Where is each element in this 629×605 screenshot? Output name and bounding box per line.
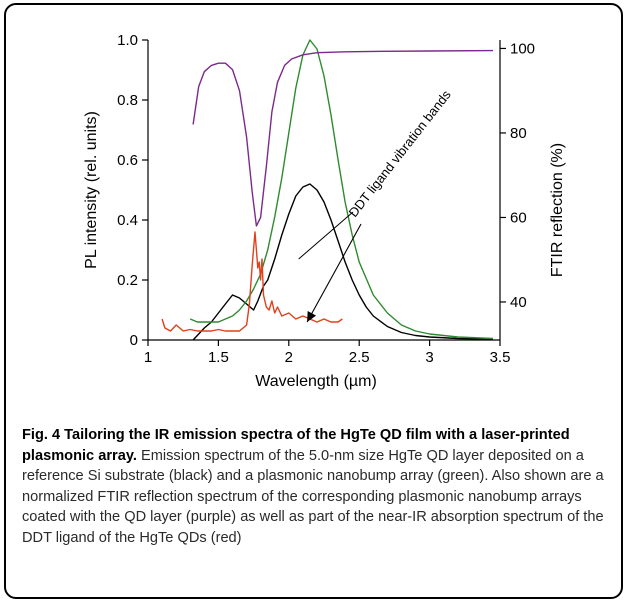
plot-area: 1 1.5 2 2.5 3 3.5 0 0.2 0.4 0.6 0.8 1.0 40 60 80 100 Wav… xyxy=(83,32,566,390)
y-left-tick-label-3: 0.6 xyxy=(117,152,138,169)
y-right-tick-label-0: 40 xyxy=(510,294,527,311)
x-tick-label-0: 1 xyxy=(144,349,152,366)
y-left-tick-label-5: 1.0 xyxy=(117,32,138,49)
x-tick-label-3: 2.5 xyxy=(349,349,370,366)
series-purple-line xyxy=(192,49,494,227)
annotation-arrow-head xyxy=(307,311,317,322)
caption-body: Emission spectrum of the 5.0-nm size HgT… xyxy=(22,447,604,546)
series-green-line xyxy=(189,39,494,340)
y-left-tick-label-1: 0.2 xyxy=(117,272,138,289)
annotation-label: DDT ligand vibration bands xyxy=(346,87,455,220)
annotation-leader-line xyxy=(298,211,354,260)
annotation-arrow-shaft xyxy=(306,223,362,323)
y-right-tick-label-3: 100 xyxy=(510,40,535,57)
y-left-axis-title: PL intensity (rel. units) xyxy=(83,111,100,269)
y-right-tick-label-2: 80 xyxy=(510,125,527,142)
y-left-tick-label-2: 0.4 xyxy=(117,212,138,229)
y-left-tick-label-0: 0 xyxy=(130,332,138,349)
series-black-line xyxy=(192,183,494,341)
y-right-axis-title: FTIR reflection (%) xyxy=(549,143,566,277)
series-red-line xyxy=(161,231,343,332)
x-tick-label-1: 1.5 xyxy=(208,349,229,366)
x-axis-title: Wavelength (µm) xyxy=(255,373,377,390)
x-tick-label-5: 3.5 xyxy=(490,349,511,366)
x-tick-label-2: 2 xyxy=(285,349,293,366)
x-tick-label-4: 3 xyxy=(425,349,433,366)
chart-svg: 1 1.5 2 2.5 3 3.5 0 0.2 0.4 0.6 0.8 1.0 40 60 80 100 Wav… xyxy=(83,32,566,390)
figure-frame xyxy=(4,3,623,599)
y-left-tick-label-4: 0.8 xyxy=(117,92,138,109)
figure-caption: Fig. 4 Tailoring the IR emission spectra… xyxy=(22,425,614,549)
caption-lead: Fig. 4 Tailoring the IR emission spectra… xyxy=(22,427,570,464)
y-right-tick-label-1: 60 xyxy=(510,209,527,226)
